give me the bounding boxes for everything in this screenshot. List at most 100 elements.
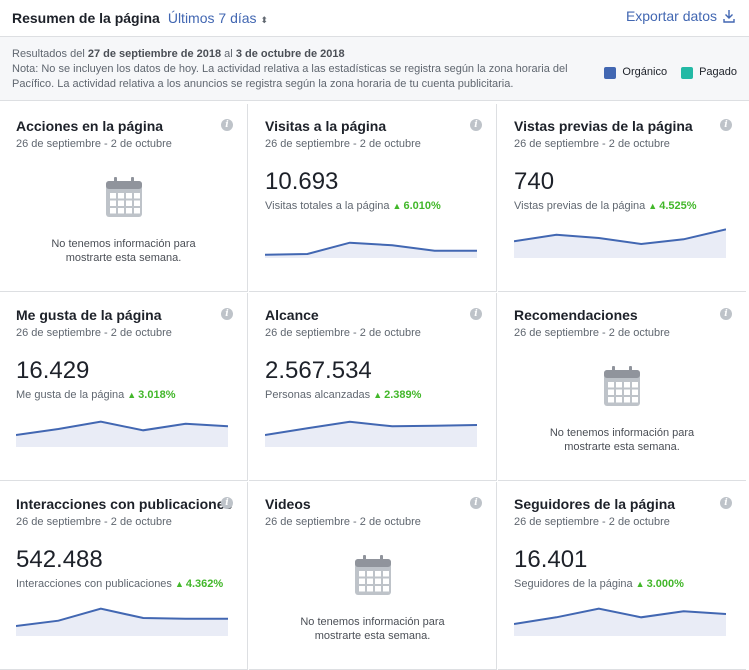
metric-value: 740 bbox=[514, 168, 555, 195]
metric-card-recomendaciones[interactable]: Recomendaciones i 26 de septiembre - 2 d… bbox=[498, 293, 746, 481]
calendar-icon bbox=[105, 177, 142, 217]
calendar-icon bbox=[354, 555, 391, 595]
sparkline-line bbox=[16, 607, 228, 627]
sparkline-area bbox=[265, 242, 477, 258]
metric-subtitle: Seguidores de la página ▲ 3.000% bbox=[514, 578, 684, 590]
card-title: Videos bbox=[265, 496, 311, 512]
metric-card-seguidores[interactable]: Seguidores de la página i 26 de septiemb… bbox=[498, 482, 746, 670]
up-triangle-icon: ▲ bbox=[373, 390, 383, 400]
results-notice: Resultados del 27 de septiembre de 2018 … bbox=[0, 37, 749, 101]
empty-state: No tenemos información para mostrarte es… bbox=[498, 365, 746, 454]
calendar-icon bbox=[604, 366, 640, 406]
empty-state: No tenemos información para mostrarte es… bbox=[249, 554, 496, 643]
metric-delta: 3.000% bbox=[646, 578, 684, 590]
card-date-range: 26 de septiembre - 2 de octubre bbox=[514, 327, 670, 339]
metric-sublabel: Vistas previas de la página bbox=[514, 200, 646, 212]
sparkline-line bbox=[16, 420, 228, 436]
empty-message: No tenemos información para mostrarte es… bbox=[300, 616, 445, 642]
metric-value: 16.429 bbox=[16, 357, 90, 384]
date-range-dropdown[interactable]: Últimos 7 días ⬍ bbox=[168, 10, 268, 26]
legend-item-paid: Pagado bbox=[681, 65, 737, 80]
metric-sublabel: Personas alcanzadas bbox=[265, 389, 371, 401]
metric-card-interacciones[interactable]: Interacciones con publicaciones i 26 de … bbox=[0, 482, 248, 670]
card-date-range: 26 de septiembre - 2 de octubre bbox=[265, 138, 421, 150]
metric-card-vistas[interactable]: Vistas previas de la página i 26 de sept… bbox=[498, 104, 746, 292]
up-triangle-icon: ▲ bbox=[648, 201, 658, 211]
info-icon[interactable]: i bbox=[470, 308, 482, 320]
sparkline-chart bbox=[514, 228, 726, 258]
metric-value: 10.693 bbox=[265, 168, 339, 195]
sparkline-line bbox=[265, 241, 477, 256]
card-title: Acciones en la página bbox=[16, 118, 164, 134]
export-data-label: Exportar datos bbox=[625, 8, 717, 24]
empty-message: No tenemos información para mostrarte es… bbox=[549, 427, 695, 453]
sparkline-area bbox=[514, 229, 726, 258]
metric-subtitle: Vistas previas de la página ▲ 4.525% bbox=[514, 200, 697, 212]
card-date-range: 26 de septiembre - 2 de octubre bbox=[16, 516, 172, 528]
metric-subtitle: Visitas totales a la página ▲ 6.010% bbox=[265, 200, 441, 212]
up-triangle-icon: ▲ bbox=[392, 201, 402, 211]
card-title: Alcance bbox=[265, 307, 319, 323]
empty-message: No tenemos información para mostrarte es… bbox=[51, 238, 196, 264]
sparkline-area bbox=[265, 421, 477, 447]
sparkline-line bbox=[514, 228, 726, 246]
card-date-range: 26 de septiembre - 2 de octubre bbox=[265, 327, 421, 339]
card-title: Visitas a la página bbox=[265, 118, 387, 134]
results-range-text: Resultados del 27 de septiembre de 2018 … bbox=[12, 48, 345, 60]
metric-card-visitas[interactable]: Visitas a la página i 26 de septiembre -… bbox=[249, 104, 497, 292]
metric-delta: 6.010% bbox=[403, 200, 441, 212]
sparkline-line bbox=[265, 420, 477, 436]
updown-caret-icon: ⬍ bbox=[260, 15, 269, 25]
up-triangle-icon: ▲ bbox=[174, 579, 184, 589]
up-triangle-icon: ▲ bbox=[635, 579, 645, 589]
metric-card-alcance[interactable]: Alcance i 26 de septiembre - 2 de octubr… bbox=[249, 293, 497, 481]
card-date-range: 26 de septiembre - 2 de octubre bbox=[514, 138, 670, 150]
page-summary-header: Resumen de la página Últimos 7 días ⬍ Exp… bbox=[0, 0, 749, 37]
metric-card-videos[interactable]: Videos i 26 de septiembre - 2 de octubre… bbox=[249, 482, 497, 670]
date-range-label: Últimos 7 días bbox=[167, 10, 257, 26]
timezone-note: Nota: No se incluyen los datos de hoy. L… bbox=[12, 63, 568, 90]
paid-swatch bbox=[681, 66, 694, 79]
metric-subtitle: Interacciones con publicaciones ▲ 4.362% bbox=[16, 578, 223, 590]
empty-state: No tenemos información para mostrarte es… bbox=[0, 176, 247, 265]
info-icon[interactable]: i bbox=[221, 497, 233, 509]
legend-item-organic: Orgánico bbox=[604, 65, 667, 80]
info-icon[interactable]: i bbox=[720, 308, 732, 320]
info-icon[interactable]: i bbox=[470, 119, 482, 131]
metric-delta: 4.525% bbox=[659, 200, 697, 212]
download-icon bbox=[723, 10, 735, 23]
info-icon[interactable]: i bbox=[221, 119, 233, 131]
up-triangle-icon: ▲ bbox=[127, 390, 137, 400]
metric-delta: 3.018% bbox=[138, 389, 176, 401]
sparkline-area bbox=[16, 608, 228, 636]
metrics-grid: Acciones en la página i 26 de septiembre… bbox=[0, 104, 749, 670]
info-icon[interactable]: i bbox=[470, 497, 482, 509]
metric-value: 2.567.534 bbox=[265, 357, 372, 384]
metric-card-acciones[interactable]: Acciones en la página i 26 de septiembre… bbox=[0, 104, 248, 292]
metric-delta: 4.362% bbox=[185, 578, 224, 590]
card-title: Me gusta de la página bbox=[16, 307, 162, 323]
metric-sublabel: Interacciones con publicaciones bbox=[16, 578, 172, 590]
metric-sublabel: Visitas totales a la página bbox=[265, 200, 390, 212]
sparkline-chart bbox=[514, 607, 726, 636]
metric-delta: 2.389% bbox=[384, 389, 422, 401]
metric-card-megusta[interactable]: Me gusta de la página i 26 de septiembre… bbox=[0, 293, 248, 481]
card-title: Interacciones con publicaciones bbox=[16, 496, 233, 512]
sparkline-chart bbox=[16, 420, 228, 447]
chart-legend: Orgánico Pagado bbox=[590, 65, 737, 80]
info-icon[interactable]: i bbox=[720, 497, 732, 509]
metric-value: 542.488 bbox=[16, 546, 103, 573]
info-icon[interactable]: i bbox=[221, 308, 233, 320]
card-date-range: 26 de septiembre - 2 de octubre bbox=[265, 516, 421, 528]
sparkline-chart bbox=[265, 241, 477, 258]
export-data-button[interactable]: Exportar datos bbox=[626, 8, 735, 24]
metric-sublabel: Me gusta de la página bbox=[16, 389, 125, 401]
metric-value: 16.401 bbox=[514, 546, 588, 573]
organic-swatch bbox=[604, 66, 617, 79]
info-icon[interactable]: i bbox=[720, 119, 732, 131]
metric-sublabel: Seguidores de la página bbox=[514, 578, 633, 590]
page-summary-title: Resumen de la página bbox=[12, 10, 160, 26]
card-date-range: 26 de septiembre - 2 de octubre bbox=[16, 138, 172, 150]
card-date-range: 26 de septiembre - 2 de octubre bbox=[16, 327, 172, 339]
sparkline-line bbox=[514, 607, 726, 625]
